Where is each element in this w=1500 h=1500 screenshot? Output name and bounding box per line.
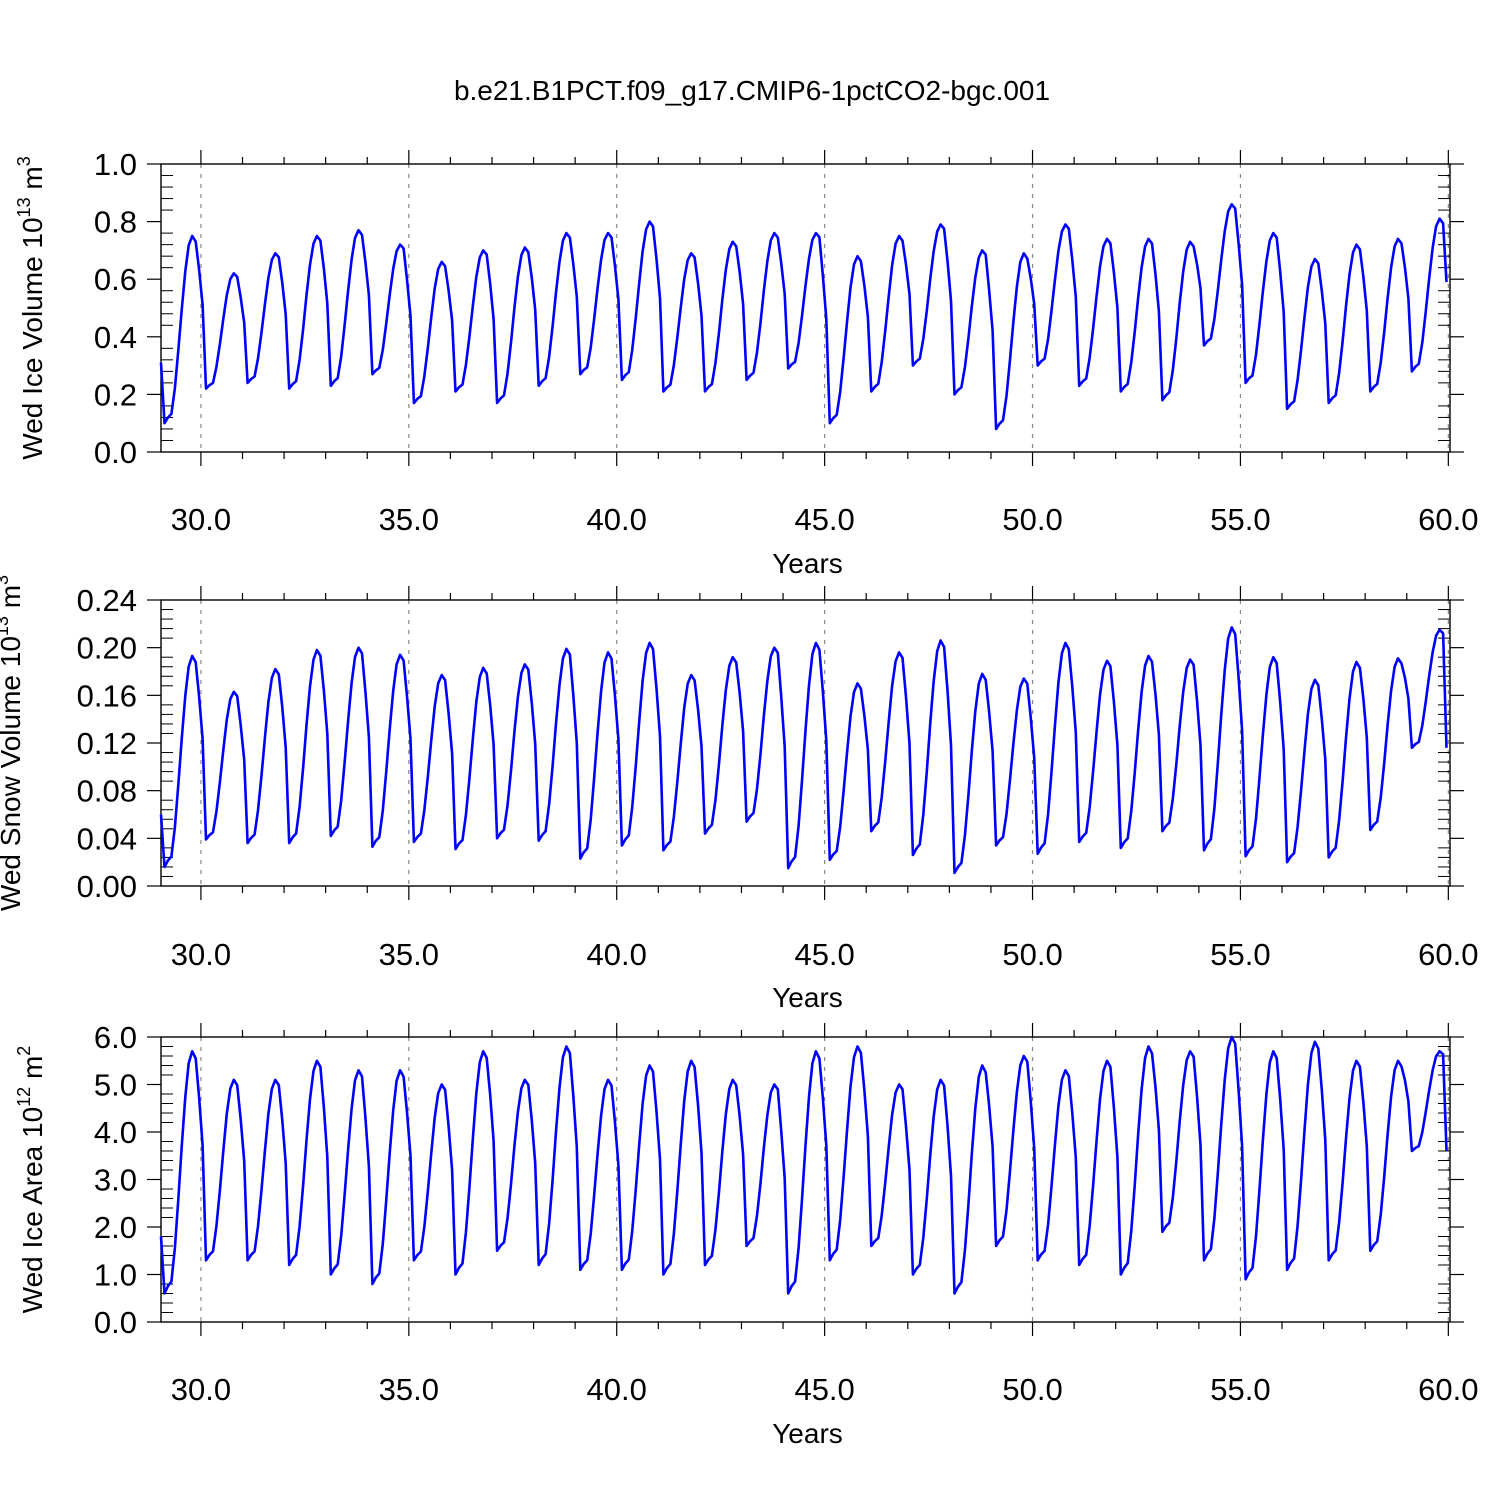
x-tick-label: 55.0 — [1210, 937, 1270, 972]
x-tick-label: 60.0 — [1418, 937, 1478, 972]
y-tick-label: 0.20 — [77, 631, 137, 666]
y-tick-label: 0.4 — [94, 320, 137, 355]
x-tick-label: 30.0 — [171, 502, 231, 537]
chart-panel-3: 30.0 35.0 40.0 45.0 50.0 55.0 60.0 0.0 1.0 2.0 3.0… — [14, 1020, 1479, 1449]
y-tick-label: 0.00 — [77, 869, 137, 904]
plot-frame — [160, 163, 1451, 453]
x-tick-label: 55.0 — [1210, 502, 1270, 537]
series-line-3 — [159, 1035, 1448, 1295]
x-tick-label: 40.0 — [587, 502, 647, 537]
series-line-2 — [159, 626, 1448, 875]
x-tick-label: 55.0 — [1210, 1372, 1270, 1407]
y-axis-label: Wed Ice Volume 1013 m3 — [14, 156, 48, 459]
x-tick-label: 50.0 — [1002, 502, 1062, 537]
y-tick-label: 0.08 — [77, 774, 137, 809]
figure-title: b.e21.B1PCT.f09_g17.CMIP6-1pctCO2-bgc.00… — [454, 75, 1050, 106]
x-tick-label: 60.0 — [1418, 1372, 1478, 1407]
y-tick-label: 0.24 — [77, 583, 137, 618]
y-tick-label: 1.0 — [94, 147, 137, 182]
x-tick-label: 60.0 — [1418, 502, 1478, 537]
y-tick-label: 0.8 — [94, 205, 137, 240]
x-tick-label: 35.0 — [379, 1372, 439, 1407]
chart-panel-1: 30.0 35.0 40.0 45.0 50.0 55.0 60.0 0.0 0.2 0.4 0.6… — [14, 147, 1479, 579]
x-tick-label: 45.0 — [794, 502, 854, 537]
y-tick-label: 0.04 — [77, 821, 137, 856]
x-tick-label: 45.0 — [794, 937, 854, 972]
y-axis-label: Wed Ice Area 1012 m2 — [14, 1046, 48, 1314]
y-tick-label: 0.2 — [94, 377, 137, 412]
x-axis-label: Years — [772, 982, 843, 1013]
y-tick-label: 4.0 — [94, 1115, 137, 1150]
x-tick-label: 40.0 — [587, 1372, 647, 1407]
y-tick-label: 6.0 — [94, 1020, 137, 1055]
x-axis-label: Years — [772, 1418, 843, 1449]
x-tick-label: 50.0 — [1002, 1372, 1062, 1407]
y-tick-label: 3.0 — [94, 1163, 137, 1198]
y-tick-label: 5.0 — [94, 1068, 137, 1103]
y-tick-label: 0.0 — [94, 1305, 137, 1340]
x-tick-label: 30.0 — [171, 937, 231, 972]
x-tick-label: 35.0 — [379, 937, 439, 972]
series-line-1 — [159, 203, 1448, 431]
y-tick-label: 0.16 — [77, 678, 137, 713]
y-axis-label: Wed Snow Volume 1013 m3 — [0, 575, 26, 911]
x-tick-label: 35.0 — [379, 502, 439, 537]
x-tick-label: 50.0 — [1002, 937, 1062, 972]
x-tick-label: 30.0 — [171, 1372, 231, 1407]
x-tick-label: 40.0 — [587, 937, 647, 972]
y-tick-label: 2.0 — [94, 1210, 137, 1245]
y-tick-label: 1.0 — [94, 1258, 137, 1293]
x-axis-label: Years — [772, 548, 843, 579]
y-tick-label: 0.12 — [77, 726, 137, 761]
y-tick-label: 0.6 — [94, 262, 137, 297]
y-tick-label: 0.0 — [94, 435, 137, 470]
chart-panel-2: 30.0 35.0 40.0 45.0 50.0 55.0 60.0 0.00 0.04 0.08… — [0, 575, 1479, 1013]
x-tick-label: 45.0 — [794, 1372, 854, 1407]
